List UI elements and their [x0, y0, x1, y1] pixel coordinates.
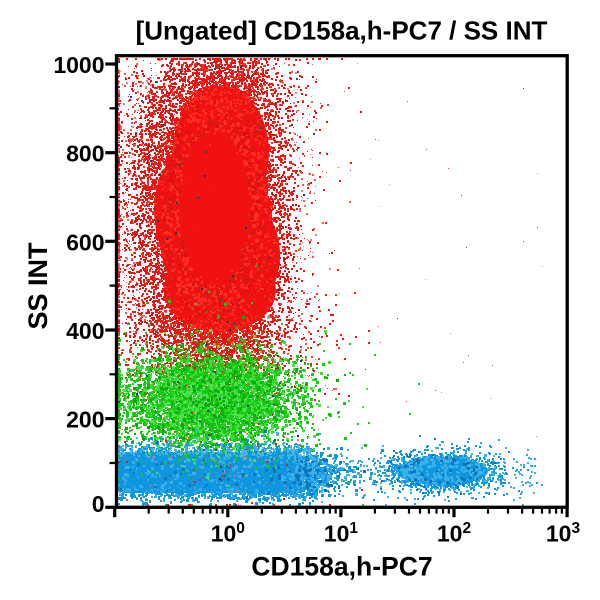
svg-text:1000: 1000	[53, 52, 104, 78]
svg-text:CD158a,h-PC7: CD158a,h-PC7	[251, 552, 432, 582]
svg-text:600: 600	[66, 229, 104, 255]
svg-text:800: 800	[66, 141, 104, 167]
svg-text:400: 400	[66, 318, 104, 344]
svg-text:0: 0	[92, 491, 105, 517]
svg-text:[Ungated] CD158a,h-PC7 / SS IN: [Ungated] CD158a,h-PC7 / SS INT	[136, 16, 548, 46]
svg-text:200: 200	[66, 407, 104, 433]
svg-text:102: 102	[437, 520, 471, 547]
svg-text:SS INT: SS INT	[23, 242, 53, 330]
